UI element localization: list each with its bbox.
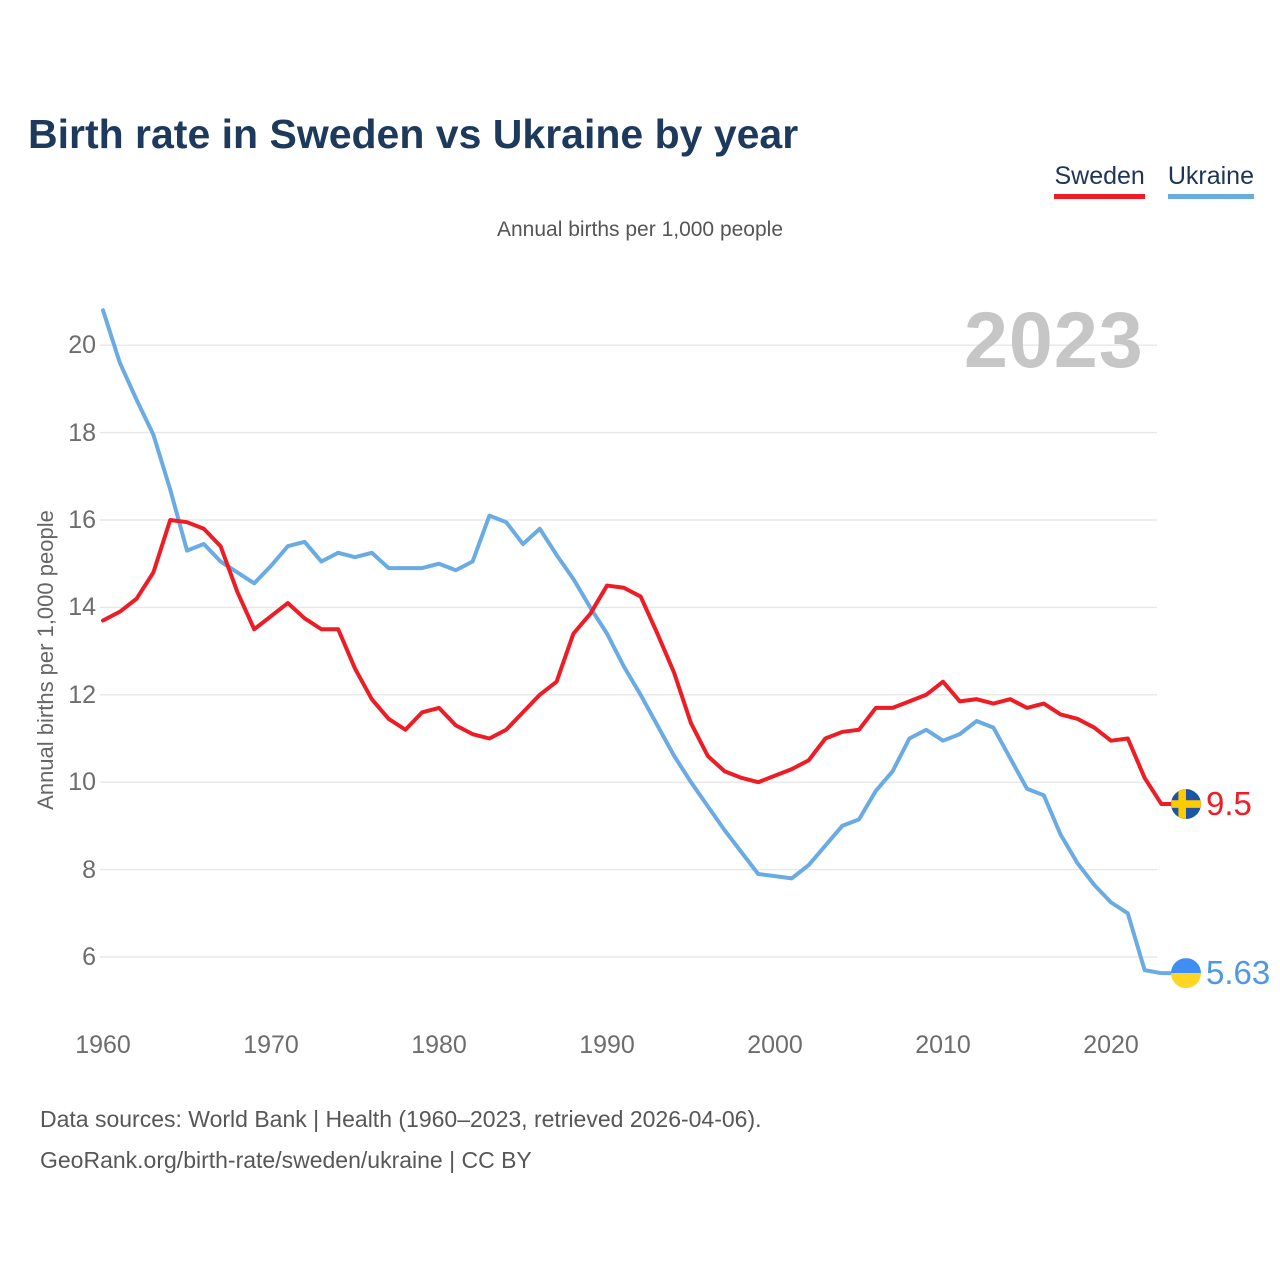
legend-label-sweden: Sweden — [1054, 162, 1145, 190]
x-tick-1990: 1990 — [579, 1031, 635, 1059]
legend-swatch-sweden — [1054, 194, 1145, 199]
x-tick-1970: 1970 — [243, 1031, 299, 1059]
sweden-flag-icon — [1171, 789, 1201, 820]
end-value-ukraine: 5.63 — [1206, 954, 1271, 992]
y-tick-16: 16 — [68, 506, 96, 534]
x-tick-2000: 2000 — [747, 1031, 803, 1059]
y-tick-10: 10 — [68, 768, 96, 797]
legend-item-ukraine[interactable]: Ukraine — [1167, 162, 1254, 199]
end-value-sweden: 9.5 — [1206, 785, 1252, 823]
y-tick-12: 12 — [68, 680, 96, 709]
y-tick-20: 20 — [68, 331, 96, 360]
footer-attribution-line: GeoRank.org/birth-rate/sweden/ukraine | … — [40, 1147, 532, 1173]
x-tick-1980: 1980 — [411, 1031, 467, 1059]
x-tick-2010: 2010 — [915, 1031, 971, 1059]
series-line-sweden[interactable] — [101, 518, 1174, 807]
y-tick-6: 6 — [82, 943, 96, 971]
legend: Sweden Ukraine — [1054, 162, 1254, 199]
footer-sources-line: Data sources: World Bank | Health (1960–… — [40, 1106, 762, 1132]
y-tick-18: 18 — [68, 418, 96, 447]
x-tick-2020: 2020 — [1083, 1031, 1139, 1059]
ukraine-flag-icon — [1171, 958, 1201, 989]
legend-label-ukraine: Ukraine — [1167, 162, 1254, 190]
series-line-ukraine[interactable] — [101, 308, 1174, 976]
legend-item-sweden[interactable]: Sweden — [1054, 162, 1145, 199]
chart-subtitle: Annual births per 1,000 people — [496, 218, 784, 241]
legend-swatch-ukraine — [1167, 194, 1254, 199]
y-tick-8: 8 — [82, 855, 96, 884]
watermark-year: 2023 — [964, 295, 1144, 384]
x-tick-1960: 1960 — [75, 1031, 131, 1059]
footer: Data sources: World Bank | Health (1960–… — [40, 1099, 762, 1181]
page-title: Birth rate in Sweden vs Ukraine by year — [28, 111, 799, 158]
y-tick-14: 14 — [68, 593, 96, 622]
